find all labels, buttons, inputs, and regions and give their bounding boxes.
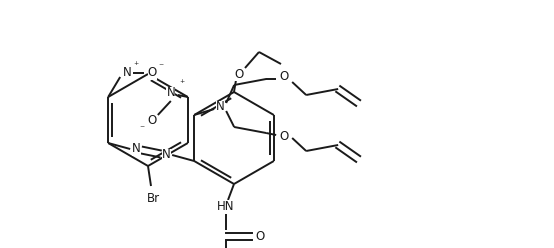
Text: O: O (280, 70, 289, 84)
Text: ⁻: ⁻ (158, 62, 164, 72)
Text: Br: Br (146, 191, 160, 205)
Text: O: O (147, 115, 156, 127)
Text: N: N (162, 149, 171, 161)
Text: O: O (255, 229, 265, 243)
Text: N: N (132, 143, 141, 155)
Text: HN: HN (217, 199, 235, 213)
Text: N: N (216, 100, 224, 114)
Text: O: O (234, 67, 244, 81)
Text: ⁺: ⁺ (179, 79, 184, 89)
Text: ⁻: ⁻ (139, 124, 145, 134)
Text: N: N (166, 87, 175, 99)
Text: N: N (123, 66, 131, 80)
Text: O: O (280, 129, 289, 143)
Text: ⁺: ⁺ (134, 61, 139, 71)
Text: O: O (147, 66, 157, 80)
